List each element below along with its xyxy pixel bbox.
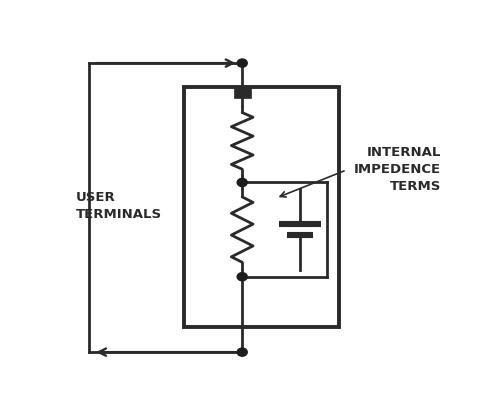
Circle shape	[237, 59, 247, 67]
Bar	[234, 86, 250, 98]
Circle shape	[237, 273, 247, 281]
Circle shape	[237, 348, 247, 356]
Bar	[184, 86, 339, 327]
Circle shape	[237, 178, 247, 186]
Text: USER
TERMINALS: USER TERMINALS	[76, 191, 162, 221]
Text: INTERNAL
IMPEDENCE
TERMS: INTERNAL IMPEDENCE TERMS	[354, 146, 441, 193]
